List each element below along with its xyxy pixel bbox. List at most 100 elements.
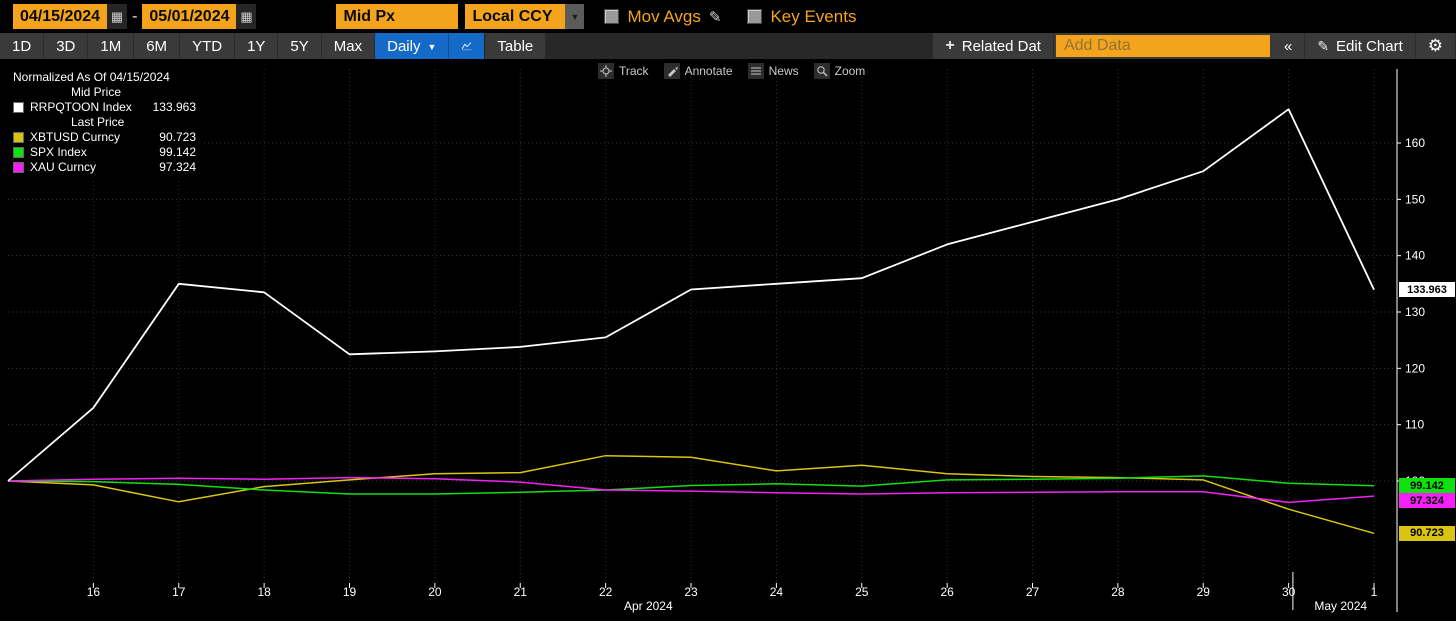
legend-item-xbtusd-curncy[interactable]: XBTUSD Curncy 90.723 bbox=[13, 130, 196, 145]
zoom-magnifier-icon bbox=[813, 63, 830, 79]
legend-item-rrpqtoon-index[interactable]: RRPQTOON Index 133.963 bbox=[13, 100, 196, 115]
annotate-button[interactable]: Annotate bbox=[663, 63, 733, 79]
legend-title: Normalized As Of 04/15/2024 bbox=[13, 70, 170, 84]
annotate-pencil-icon bbox=[663, 63, 680, 79]
chart-type-button[interactable] bbox=[449, 33, 486, 59]
period-button-6m[interactable]: 6M bbox=[134, 33, 181, 59]
toolbar-spacer bbox=[546, 33, 934, 59]
collapse-panel-button[interactable]: « bbox=[1272, 33, 1306, 59]
series-line-spx-index bbox=[7, 475, 1375, 495]
x-tick-label: 22 bbox=[599, 585, 613, 599]
last-value-box-xau-curncy: 97.324 bbox=[1399, 493, 1455, 509]
period-button-5y[interactable]: 5Y bbox=[278, 33, 322, 59]
pencil-icon: ✎ bbox=[1317, 37, 1330, 54]
x-tick-label: 19 bbox=[343, 585, 357, 599]
chart-tool-strip: Track Annotate News Zoom bbox=[598, 63, 865, 79]
mov-avgs-checkbox[interactable] bbox=[604, 9, 620, 24]
series-swatch bbox=[13, 102, 24, 113]
key-events-label: Key Events bbox=[770, 6, 857, 26]
legend-group-last-price: Last Price bbox=[71, 115, 125, 129]
currency-field[interactable]: Local CCY ▼ bbox=[465, 4, 585, 29]
series-name: XBTUSD Curncy bbox=[30, 130, 121, 144]
x-tick-label: 29 bbox=[1197, 585, 1211, 599]
end-date-calendar-button[interactable]: ▦ bbox=[236, 4, 257, 29]
currency-value[interactable]: Local CCY bbox=[472, 7, 553, 25]
annotate-label: Annotate bbox=[684, 64, 733, 78]
series-swatch bbox=[13, 147, 24, 158]
x-tick-label: 25 bbox=[855, 585, 869, 599]
mov-avgs-edit-pencil-icon[interactable]: ✎ bbox=[708, 8, 722, 26]
period-button-max[interactable]: Max bbox=[322, 33, 376, 59]
legend-item-xau-curncy[interactable]: XAU Curncy 97.324 bbox=[13, 160, 196, 175]
mov-avgs-label: Mov Avgs bbox=[627, 6, 701, 26]
month-label: May 2024 bbox=[1314, 599, 1367, 613]
table-button[interactable]: Table bbox=[485, 33, 547, 59]
x-tick-label: 24 bbox=[770, 585, 784, 599]
series-value: 90.723 bbox=[159, 130, 196, 144]
add-data-input[interactable] bbox=[1055, 35, 1270, 57]
legend-item-spx-index[interactable]: SPX Index 99.142 bbox=[13, 145, 196, 160]
end-date-field[interactable]: 05/01/2024 ▦ bbox=[142, 4, 257, 29]
key-events-checkbox[interactable] bbox=[747, 9, 763, 24]
price-source-value[interactable]: Mid Px bbox=[343, 7, 396, 25]
y-tick-label: 120 bbox=[1405, 361, 1425, 375]
series-value: 99.142 bbox=[159, 145, 196, 159]
top-parameter-bar: 04/15/2024 ▦ - 05/01/2024 ▦ Mid Px Local… bbox=[0, 0, 1456, 33]
x-tick-label: 21 bbox=[514, 585, 528, 599]
x-tick-label: 20 bbox=[428, 585, 442, 599]
x-tick-label: 27 bbox=[1026, 585, 1040, 599]
end-date-value[interactable]: 05/01/2024 bbox=[149, 7, 230, 25]
news-list-icon bbox=[747, 63, 764, 79]
last-value-box-xbtusd-curncy: 90.723 bbox=[1399, 525, 1455, 541]
series-swatch bbox=[13, 132, 24, 143]
x-tick-label: 28 bbox=[1111, 585, 1125, 599]
settings-gear-icon[interactable]: ⚙ bbox=[1416, 33, 1456, 59]
x-tick-label: 16 bbox=[87, 585, 101, 599]
zoom-button[interactable]: Zoom bbox=[813, 63, 866, 79]
last-value-box-rrpqtoon-index: 133.963 bbox=[1399, 282, 1455, 298]
period-button-3d[interactable]: 3D bbox=[44, 33, 89, 59]
line-chart-icon bbox=[462, 42, 472, 51]
track-crosshair-icon bbox=[598, 63, 614, 79]
start-date-value[interactable]: 04/15/2024 bbox=[20, 7, 101, 25]
edit-chart-label: Edit Chart bbox=[1336, 37, 1403, 55]
period-button-ytd[interactable]: YTD bbox=[180, 33, 236, 59]
edit-chart-button[interactable]: ✎ Edit Chart bbox=[1305, 33, 1416, 59]
y-tick-label: 140 bbox=[1405, 249, 1425, 263]
series-line-rrpqtoon-index bbox=[7, 108, 1375, 482]
start-date-calendar-button[interactable]: ▦ bbox=[107, 4, 128, 29]
news-label: News bbox=[768, 64, 799, 78]
x-tick-label: 23 bbox=[684, 585, 698, 599]
price-source-field[interactable]: Mid Px bbox=[336, 4, 459, 29]
start-date-field[interactable]: 04/15/2024 ▦ bbox=[13, 4, 128, 29]
frequency-dropdown[interactable]: Daily ▼ bbox=[375, 33, 450, 59]
zoom-label: Zoom bbox=[834, 64, 866, 78]
series-swatch bbox=[13, 162, 24, 173]
track-label: Track bbox=[619, 64, 649, 78]
y-tick-label: 150 bbox=[1405, 192, 1425, 206]
series-value: 97.324 bbox=[159, 160, 196, 174]
currency-dropdown-button[interactable]: ▼ bbox=[565, 4, 585, 29]
period-button-1y[interactable]: 1Y bbox=[235, 33, 279, 59]
last-value-box-spx-index: 99.142 bbox=[1399, 478, 1455, 494]
chevron-down-icon: ▼ bbox=[570, 11, 580, 22]
series-value: 133.963 bbox=[152, 100, 196, 114]
x-tick-label: 1 bbox=[1371, 585, 1378, 599]
chevron-down-icon: ▼ bbox=[427, 42, 437, 52]
news-button[interactable]: News bbox=[747, 63, 799, 79]
series-name: SPX Index bbox=[30, 145, 87, 159]
y-tick-label: 160 bbox=[1405, 136, 1425, 150]
period-button-1m[interactable]: 1M bbox=[88, 33, 135, 59]
date-range-separator: - bbox=[132, 7, 138, 25]
x-tick-label: 30 bbox=[1282, 585, 1296, 599]
calendar-icon: ▦ bbox=[110, 8, 124, 24]
frequency-value: Daily bbox=[387, 37, 421, 55]
related-data-button[interactable]: + Related Dat bbox=[933, 33, 1054, 59]
legend-group-mid-price: Mid Price bbox=[71, 85, 122, 99]
period-button-1d[interactable]: 1D bbox=[0, 33, 45, 59]
series-name: RRPQTOON Index bbox=[30, 100, 132, 114]
track-button[interactable]: Track bbox=[598, 63, 649, 79]
series-line-xau-curncy bbox=[7, 476, 1375, 504]
